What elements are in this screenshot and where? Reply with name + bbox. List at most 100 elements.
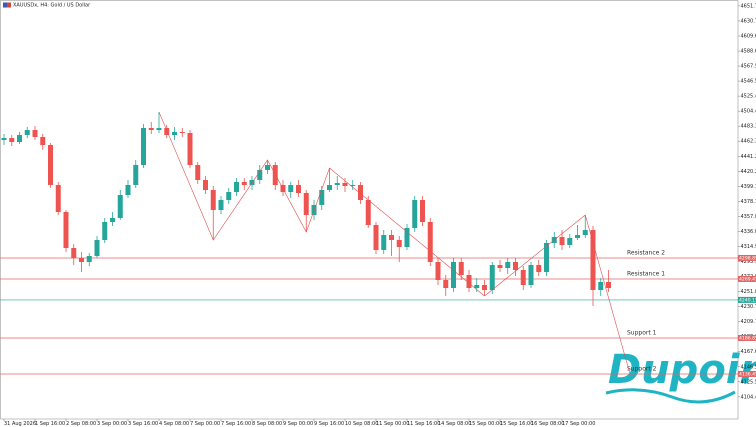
candle-body xyxy=(451,262,456,288)
level-name: Resistance 2 xyxy=(627,249,665,256)
y-tick-label: 4378.10 xyxy=(741,199,756,205)
y-tick-label: 4504.40 xyxy=(741,109,756,115)
x-tick-label: 9 Sep 16:00 xyxy=(314,421,344,427)
candle-body xyxy=(466,275,472,288)
x-tick-label: 16 Sep 08:00 xyxy=(531,421,564,427)
candle-body xyxy=(1,138,7,140)
candle-body xyxy=(536,265,542,272)
candle-body xyxy=(404,228,410,247)
x-tick-label: 11 Sep 16:00 xyxy=(407,421,440,427)
y-tick-label: 4104.45 xyxy=(741,394,756,400)
x-tick-label: 7 Sep 00:00 xyxy=(190,421,220,427)
candle-body xyxy=(55,185,61,212)
candle-body xyxy=(497,265,503,268)
x-tick-label: 9 Sep 00:00 xyxy=(283,421,313,427)
y-tick-label: 4651.75 xyxy=(741,3,756,9)
candle-body xyxy=(296,185,301,193)
candle-body xyxy=(257,170,263,180)
level-price-box xyxy=(738,370,756,377)
y-tick-label: 4336.00 xyxy=(741,229,756,235)
candle-body xyxy=(381,235,387,250)
y-tick-label: 4546.50 xyxy=(741,79,756,85)
y-tick-label: 4588.60 xyxy=(741,49,756,55)
candle-body xyxy=(505,262,511,268)
level-name: Support 1 xyxy=(627,329,657,336)
y-tick-label: 4525.45 xyxy=(741,94,756,100)
candle-body xyxy=(567,238,573,245)
candle-body xyxy=(582,230,588,235)
candle-body xyxy=(32,130,38,137)
bid-price-label: 4240.15 xyxy=(739,298,756,304)
watermark-logo: Dupoin xyxy=(608,347,756,393)
logo-swoosh xyxy=(605,388,736,404)
level-name: Support 2 xyxy=(627,365,657,372)
candle-body xyxy=(606,282,611,288)
x-tick-label: 11 Sep 00:00 xyxy=(376,421,409,427)
candle-body xyxy=(40,137,46,145)
candle-body xyxy=(590,230,596,290)
symbol-flag xyxy=(3,2,11,8)
candle-body xyxy=(110,218,115,222)
candle-body xyxy=(94,240,100,256)
candle-body xyxy=(288,185,294,192)
candle-body xyxy=(559,237,565,245)
x-tick-label: 2 Sep 08:00 xyxy=(66,421,96,427)
y-tick-label: 4251.80 xyxy=(741,289,756,295)
candle-body xyxy=(482,285,487,290)
candle-body xyxy=(373,225,379,250)
level-price-box xyxy=(738,254,756,261)
y-tick-label: 4209.70 xyxy=(741,319,756,325)
candle-body xyxy=(319,190,325,205)
candle-body xyxy=(435,262,441,280)
projection-line xyxy=(584,214,631,375)
y-tick-label: 4462.30 xyxy=(741,139,756,145)
candle-body xyxy=(396,240,402,247)
candle-body xyxy=(210,190,216,210)
x-tick-label: 3 Sep 00:00 xyxy=(97,421,127,427)
candle-body xyxy=(342,183,348,186)
x-tick-label: 31 Aug 2026 xyxy=(4,421,36,427)
x-tick-label: 14 Sep 08:00 xyxy=(438,421,471,427)
candle-body xyxy=(234,182,239,192)
candle-body xyxy=(489,265,495,290)
x-tick-label: 15 Sep 00:00 xyxy=(469,421,502,427)
candle-body xyxy=(102,222,108,240)
y-tick-label: 4357.05 xyxy=(741,214,756,220)
candle-body xyxy=(24,130,30,135)
bid-price-box xyxy=(738,296,756,303)
candle-body xyxy=(195,165,201,180)
candle-body xyxy=(241,182,247,185)
level-price-box xyxy=(738,334,756,341)
candle-body xyxy=(86,256,92,262)
candle-body xyxy=(79,258,84,262)
plot-frame xyxy=(0,0,739,420)
candle-body xyxy=(117,195,123,218)
candle-body xyxy=(187,133,193,165)
y-tick-label: 4125.50 xyxy=(741,379,756,385)
level-price-box xyxy=(738,275,756,282)
y-tick-label: 4230.75 xyxy=(741,304,756,310)
candle-body xyxy=(133,165,139,185)
candle-body xyxy=(179,132,185,133)
level-price-label: 4269.45 xyxy=(739,277,756,283)
candle-body xyxy=(389,235,394,240)
x-tick-label: 8 Sep 08:00 xyxy=(252,421,282,427)
candle-body xyxy=(350,185,356,186)
candle-body xyxy=(164,128,170,135)
candle-body xyxy=(474,285,480,288)
y-tick-label: 4314.95 xyxy=(741,244,756,250)
candle-body xyxy=(265,165,270,170)
chart-title: XAUUSDx, H4: Gold / US Dollar xyxy=(13,3,91,9)
y-tick-label: 4167.60 xyxy=(741,349,756,355)
candle-body xyxy=(203,180,208,190)
candle-body xyxy=(327,185,332,190)
candle-body xyxy=(334,183,340,185)
x-tick-label: 10 Sep 08:00 xyxy=(345,421,378,427)
y-tick-label: 4609.65 xyxy=(741,33,756,39)
level-price-label: 4186.85 xyxy=(739,336,756,342)
candle-body xyxy=(63,212,69,248)
y-tick-label: 4483.35 xyxy=(741,124,756,130)
candle-body xyxy=(520,270,526,285)
